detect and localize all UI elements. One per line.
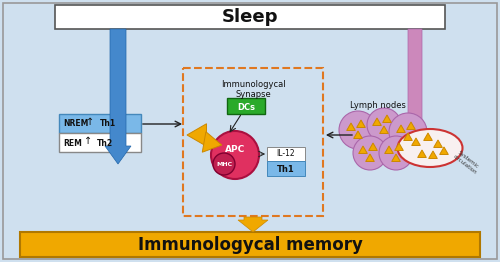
FancyBboxPatch shape: [267, 147, 305, 161]
Polygon shape: [382, 115, 392, 123]
Text: Th1: Th1: [277, 165, 295, 173]
Text: REM: REM: [63, 139, 82, 148]
Polygon shape: [187, 124, 206, 146]
FancyBboxPatch shape: [267, 161, 305, 176]
FancyArrow shape: [105, 29, 131, 164]
FancyBboxPatch shape: [227, 98, 265, 114]
Circle shape: [389, 113, 427, 151]
Text: APC: APC: [225, 145, 245, 155]
Polygon shape: [406, 122, 416, 129]
Polygon shape: [380, 126, 388, 134]
FancyBboxPatch shape: [20, 232, 480, 257]
Polygon shape: [372, 118, 382, 125]
Text: Sleep: Sleep: [222, 8, 278, 26]
Polygon shape: [346, 123, 356, 130]
Text: Immunologycal memory: Immunologycal memory: [138, 236, 362, 254]
Text: Th1: Th1: [100, 119, 116, 128]
FancyBboxPatch shape: [3, 3, 497, 259]
Polygon shape: [428, 151, 438, 159]
Polygon shape: [418, 150, 426, 157]
Text: MHC: MHC: [216, 161, 232, 166]
Polygon shape: [202, 132, 222, 152]
Text: Immunologycal
Synapse: Immunologycal Synapse: [220, 80, 286, 99]
Polygon shape: [358, 146, 368, 154]
FancyArrow shape: [238, 217, 268, 232]
Text: Systemic
circulation: Systemic circulation: [452, 149, 481, 175]
Polygon shape: [392, 154, 400, 161]
Text: DCs: DCs: [237, 102, 255, 112]
Text: IL-12: IL-12: [276, 150, 295, 159]
Ellipse shape: [398, 129, 462, 167]
Polygon shape: [440, 147, 448, 155]
FancyBboxPatch shape: [55, 5, 445, 29]
Text: ↑: ↑: [86, 117, 94, 127]
Polygon shape: [356, 120, 366, 128]
Text: Lymph nodes: Lymph nodes: [350, 101, 406, 110]
FancyBboxPatch shape: [59, 133, 141, 152]
Polygon shape: [396, 125, 406, 133]
Polygon shape: [368, 143, 378, 150]
Polygon shape: [404, 133, 412, 140]
Polygon shape: [384, 146, 394, 154]
FancyArrow shape: [404, 29, 426, 154]
Text: ↑: ↑: [84, 136, 92, 146]
Circle shape: [367, 108, 401, 142]
Circle shape: [213, 153, 235, 175]
Text: NREM: NREM: [63, 119, 88, 128]
Polygon shape: [354, 131, 362, 139]
Circle shape: [339, 111, 377, 149]
Circle shape: [353, 136, 387, 170]
Polygon shape: [434, 140, 442, 148]
Circle shape: [379, 136, 413, 170]
Polygon shape: [394, 143, 404, 150]
Text: Th2: Th2: [97, 139, 113, 148]
Polygon shape: [412, 138, 420, 145]
Polygon shape: [366, 154, 374, 161]
FancyBboxPatch shape: [59, 114, 141, 133]
Polygon shape: [424, 133, 432, 140]
Circle shape: [211, 131, 259, 179]
